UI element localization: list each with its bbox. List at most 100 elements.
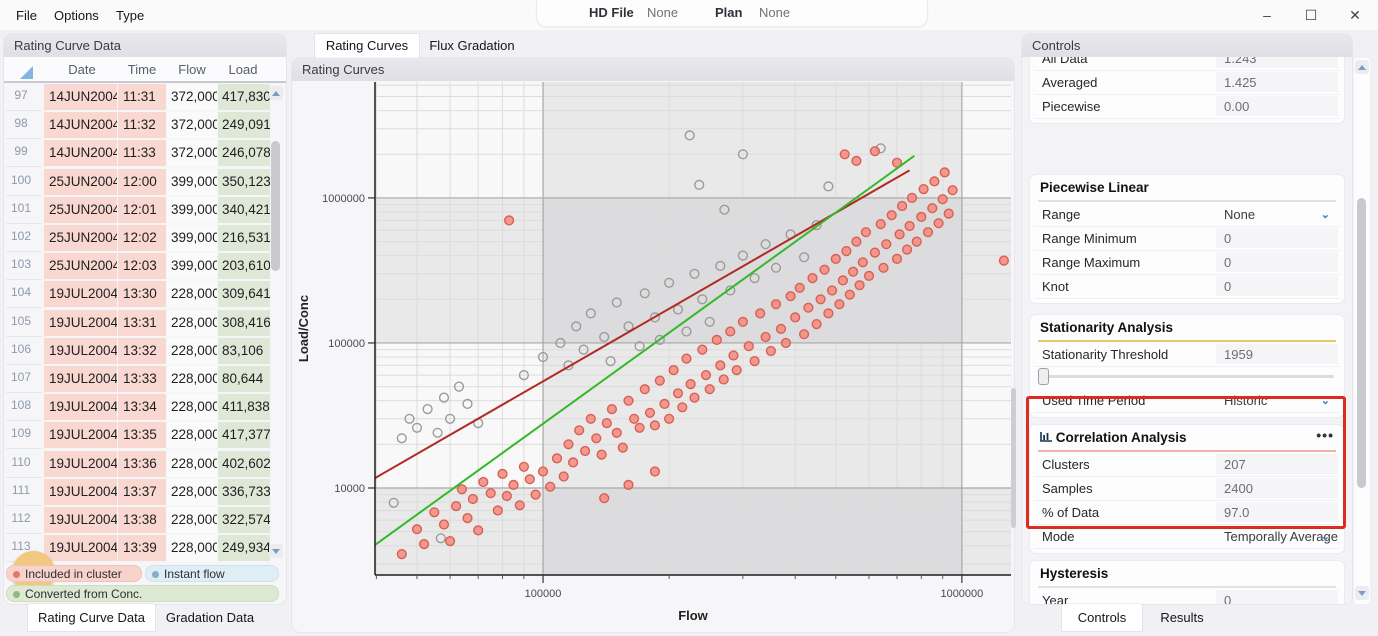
data-point[interactable] — [530, 489, 541, 500]
cell-flow[interactable]: 228,000 — [167, 337, 217, 364]
slider[interactable] — [1030, 367, 1344, 387]
data-point[interactable] — [435, 533, 446, 544]
data-point[interactable] — [823, 308, 834, 319]
data-point[interactable] — [857, 257, 868, 268]
data-point[interactable] — [580, 445, 591, 457]
cell-time[interactable]: 13:33 — [118, 366, 166, 392]
cell-date[interactable]: 19JUL2004 — [44, 450, 117, 477]
data-point[interactable] — [807, 273, 818, 284]
menu-options[interactable]: Options — [54, 8, 99, 23]
data-point[interactable] — [854, 280, 865, 291]
data-point[interactable] — [445, 413, 456, 424]
cell-time[interactable]: 13:31 — [118, 309, 166, 336]
data-point[interactable] — [916, 211, 927, 223]
data-point[interactable] — [411, 524, 423, 535]
cell-date[interactable]: 19JUL2004 — [44, 507, 117, 533]
controls-scrollbar[interactable] — [1354, 58, 1370, 604]
tab-rating-curves[interactable]: Rating Curves — [315, 34, 419, 58]
cell-load[interactable]: 340,421 — [218, 196, 270, 223]
cell-load[interactable]: 411,838 — [218, 394, 270, 421]
data-point[interactable] — [438, 392, 450, 403]
data-point[interactable] — [485, 488, 496, 499]
data-point[interactable] — [681, 326, 692, 337]
data-point[interactable] — [456, 484, 468, 495]
data-point[interactable] — [629, 413, 640, 424]
cell-load[interactable]: 249,091 — [218, 112, 270, 139]
cell-load[interactable]: 417,377 — [218, 422, 270, 449]
data-point[interactable] — [555, 337, 566, 349]
tab-controls[interactable]: Controls — [1062, 604, 1142, 631]
data-point[interactable] — [639, 288, 650, 299]
data-point[interactable] — [896, 200, 908, 212]
data-point[interactable] — [518, 461, 530, 472]
cell-time[interactable]: 13:34 — [118, 394, 166, 421]
data-point[interactable] — [927, 203, 938, 214]
table-row[interactable]: 102 25JUN2004 12:02 399,000 216,531 — [4, 224, 286, 252]
data-point[interactable] — [422, 404, 433, 415]
table-row[interactable]: 105 19JUL2004 13:31 228,000 308,416 — [4, 309, 286, 337]
data-point[interactable] — [731, 365, 742, 376]
data-point[interactable] — [578, 344, 589, 355]
table-row[interactable]: 108 19JUL2004 13:34 228,000 411,838 — [4, 393, 286, 422]
cell-date[interactable]: 25JUN2004 — [44, 196, 117, 223]
cell-date[interactable]: 25JUN2004 — [44, 225, 117, 251]
cell-date[interactable]: 19JUL2004 — [44, 309, 117, 336]
cell-flow[interactable]: 399,000 — [167, 225, 217, 251]
data-point[interactable] — [811, 319, 822, 330]
dropdown[interactable]: None ⌄ — [1216, 204, 1338, 224]
dropdown[interactable]: Historic ⌄ — [1216, 390, 1338, 410]
table-row[interactable]: 99 14JUN2004 11:33 372,000 246,078 — [4, 139, 286, 168]
data-point[interactable] — [906, 192, 918, 204]
data-point[interactable] — [664, 413, 675, 424]
plan-value[interactable]: None — [759, 5, 791, 20]
value-field[interactable]: 0 — [1216, 228, 1338, 248]
data-point[interactable] — [760, 239, 771, 250]
cell-time[interactable]: 12:00 — [118, 168, 166, 195]
data-point[interactable] — [571, 321, 582, 332]
data-point[interactable] — [725, 285, 736, 296]
tab-results[interactable]: Results — [1160, 610, 1204, 625]
data-point[interactable] — [694, 179, 705, 191]
data-point[interactable] — [473, 525, 484, 536]
cell-time[interactable]: 11:33 — [118, 140, 166, 167]
cell-load[interactable]: 246,078 — [218, 140, 270, 167]
data-point[interactable] — [922, 227, 934, 238]
data-point[interactable] — [677, 402, 688, 413]
data-point[interactable] — [794, 282, 805, 293]
cell-time[interactable]: 13:38 — [118, 507, 166, 533]
cell-flow[interactable]: 399,000 — [167, 253, 217, 280]
data-point[interactable] — [841, 246, 852, 257]
value-field[interactable]: 0 — [1216, 590, 1338, 604]
data-point[interactable] — [819, 264, 830, 275]
data-point[interactable] — [429, 507, 440, 518]
data-point[interactable] — [537, 466, 549, 477]
data-point[interactable] — [672, 388, 684, 399]
data-point[interactable] — [775, 323, 787, 335]
data-point[interactable] — [599, 331, 610, 343]
scrollbar-thumb[interactable] — [1357, 198, 1366, 488]
cell-time[interactable]: 13:32 — [118, 337, 166, 364]
cell-load[interactable]: 322,574 — [218, 507, 270, 533]
data-point[interactable] — [760, 331, 771, 343]
data-point[interactable] — [585, 413, 596, 424]
data-point[interactable] — [467, 493, 479, 505]
value-field[interactable]: 0.00 — [1216, 96, 1338, 116]
cell-date[interactable]: 14JUN2004 — [44, 112, 117, 139]
data-point[interactable] — [558, 471, 569, 482]
menu-type[interactable]: Type — [116, 8, 145, 23]
data-point[interactable] — [851, 236, 862, 247]
cell-load[interactable]: 249,934 — [218, 535, 270, 562]
data-point[interactable] — [591, 433, 602, 444]
data-point[interactable] — [711, 334, 722, 346]
cell-time[interactable]: 12:01 — [118, 196, 166, 223]
scroll-up-button[interactable] — [269, 86, 283, 100]
data-point[interactable] — [770, 262, 782, 273]
data-point[interactable] — [411, 422, 423, 433]
data-point[interactable] — [445, 536, 456, 547]
dropdown[interactable]: Temporally Average ⌄ — [1216, 526, 1338, 546]
cell-date[interactable]: 14JUN2004 — [44, 84, 117, 110]
data-point[interactable] — [453, 381, 465, 392]
data-point[interactable] — [823, 181, 834, 192]
section-menu-button[interactable]: ••• — [1316, 427, 1334, 443]
data-point[interactable] — [672, 304, 684, 315]
